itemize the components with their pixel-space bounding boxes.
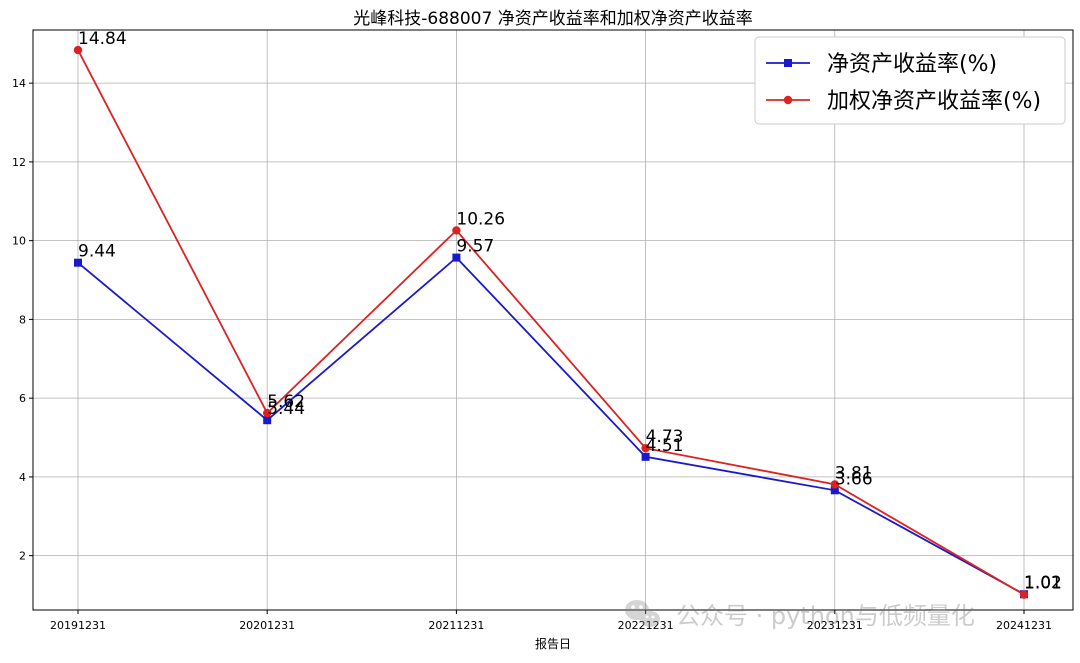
legend-marker bbox=[784, 59, 792, 67]
data-point bbox=[830, 486, 839, 495]
y-tick-label: 12 bbox=[12, 156, 26, 169]
series-2 bbox=[73, 45, 1029, 599]
y-tick-label: 8 bbox=[19, 313, 26, 326]
data-point bbox=[263, 408, 272, 418]
legend-label: 净资产收益率(%) bbox=[827, 52, 997, 77]
data-label: 1.01 bbox=[1024, 574, 1062, 594]
data-label: 4.73 bbox=[646, 427, 684, 447]
data-point bbox=[452, 253, 461, 262]
y-tick-label: 6 bbox=[19, 392, 26, 405]
series-layer bbox=[73, 45, 1029, 599]
data-label: 3.81 bbox=[835, 463, 873, 483]
x-tick-label: 20241231 bbox=[996, 619, 1052, 632]
x-axis-ticks: 20191231 20201231 20211231 20221231 20231231… bbox=[50, 610, 1052, 632]
data-point bbox=[830, 480, 839, 489]
series-1 bbox=[74, 253, 1028, 599]
legend-entries: 净资产收益率(%) 加权净资产收益率(%) bbox=[766, 52, 1041, 114]
data-label: 4.51 bbox=[646, 436, 684, 456]
wechat-icon bbox=[625, 600, 660, 627]
data-point bbox=[1019, 590, 1029, 599]
data-label: 5.62 bbox=[267, 392, 305, 412]
data-label: 9.44 bbox=[78, 242, 116, 262]
data-labels: 9.44 5.44 9.57 4.51 3.66 1.02 14.84 5.62 10.26 4.… bbox=[78, 29, 1062, 594]
watermark: 公众号 · python与低频量化 bbox=[625, 600, 975, 630]
data-point bbox=[641, 443, 650, 453]
data-point bbox=[74, 258, 82, 267]
y-tick-label: 10 bbox=[12, 235, 26, 248]
x-axis-label: 报告日 bbox=[535, 636, 571, 651]
series-line bbox=[77, 256, 1025, 595]
data-point bbox=[641, 452, 650, 461]
x-tick-label: 20191231 bbox=[50, 619, 106, 632]
x-tick-label: 20211231 bbox=[428, 619, 484, 632]
series-line bbox=[77, 49, 1025, 596]
legend-label: 加权净资产收益率(%) bbox=[827, 89, 1041, 114]
x-tick-label: 20231231 bbox=[807, 619, 863, 632]
data-label: 10.26 bbox=[456, 209, 505, 229]
grid-lines bbox=[33, 30, 1073, 610]
legend-entry-2: 加权净资产收益率(%) bbox=[766, 89, 1041, 114]
data-label: 14.84 bbox=[78, 29, 127, 49]
data-point bbox=[452, 226, 461, 235]
chart-title: 光峰科技-688007 净资产收益率和加权净资产收益率 bbox=[353, 9, 752, 29]
y-axis-ticks: 2 4 6 8 10 12 14 bbox=[12, 77, 33, 563]
data-point bbox=[263, 416, 272, 425]
x-tick-label: 20201231 bbox=[239, 619, 295, 632]
data-label: 5.44 bbox=[267, 399, 305, 419]
data-label: 1.02 bbox=[1024, 573, 1062, 593]
x-tick-label: 20221231 bbox=[618, 619, 674, 632]
legend-box bbox=[754, 36, 1066, 125]
legend: 净资产收益率(%) 加权净资产收益率(%) bbox=[754, 36, 1066, 125]
y-tick-label: 4 bbox=[19, 471, 26, 484]
watermark-text: 公众号 · python与低频量化 bbox=[676, 602, 975, 630]
data-label: 9.57 bbox=[456, 237, 494, 257]
data-label: 3.66 bbox=[835, 469, 873, 489]
y-tick-label: 2 bbox=[19, 550, 26, 563]
data-point bbox=[73, 45, 83, 55]
legend-entry-1: 净资产收益率(%) bbox=[766, 52, 997, 77]
legend-marker bbox=[783, 95, 793, 105]
y-tick-label: 14 bbox=[12, 77, 26, 90]
plot-frame bbox=[32, 29, 1074, 611]
